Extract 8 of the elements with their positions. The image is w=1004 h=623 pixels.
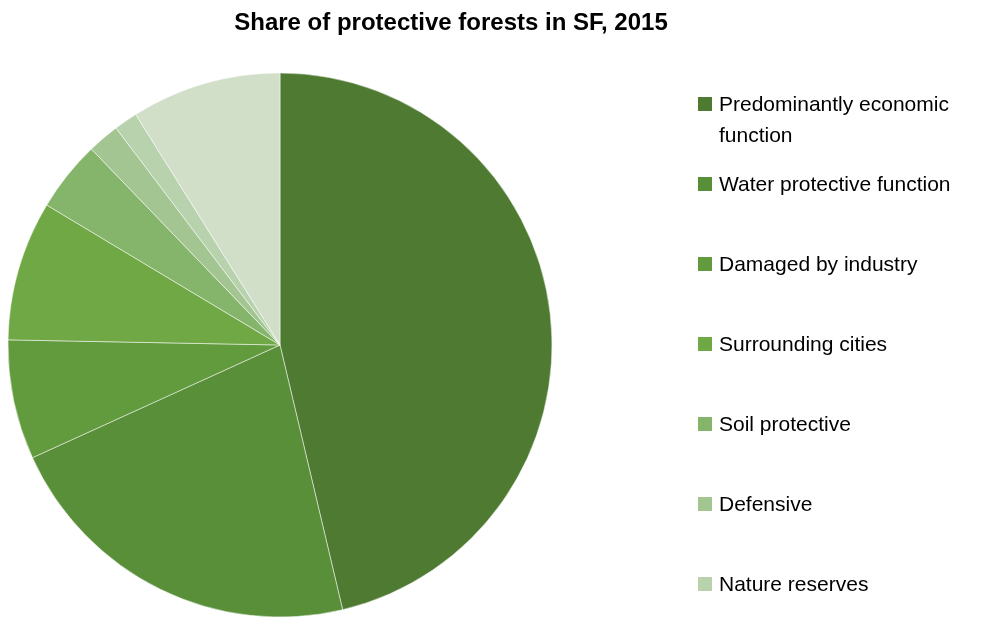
legend-label: Water protective function: [719, 171, 951, 195]
legend-label: Surrounding cities: [719, 331, 888, 355]
legend-label: Nature reserves: [719, 571, 869, 595]
chart-title: Share of protective forests in SF, 2015: [234, 8, 668, 35]
legend-label: Predominantly economic function: [719, 91, 949, 146]
legend-label: Damaged by industry: [719, 251, 918, 275]
legend-label: Soil protective: [719, 411, 851, 435]
legend-label: Defensive: [719, 491, 813, 515]
